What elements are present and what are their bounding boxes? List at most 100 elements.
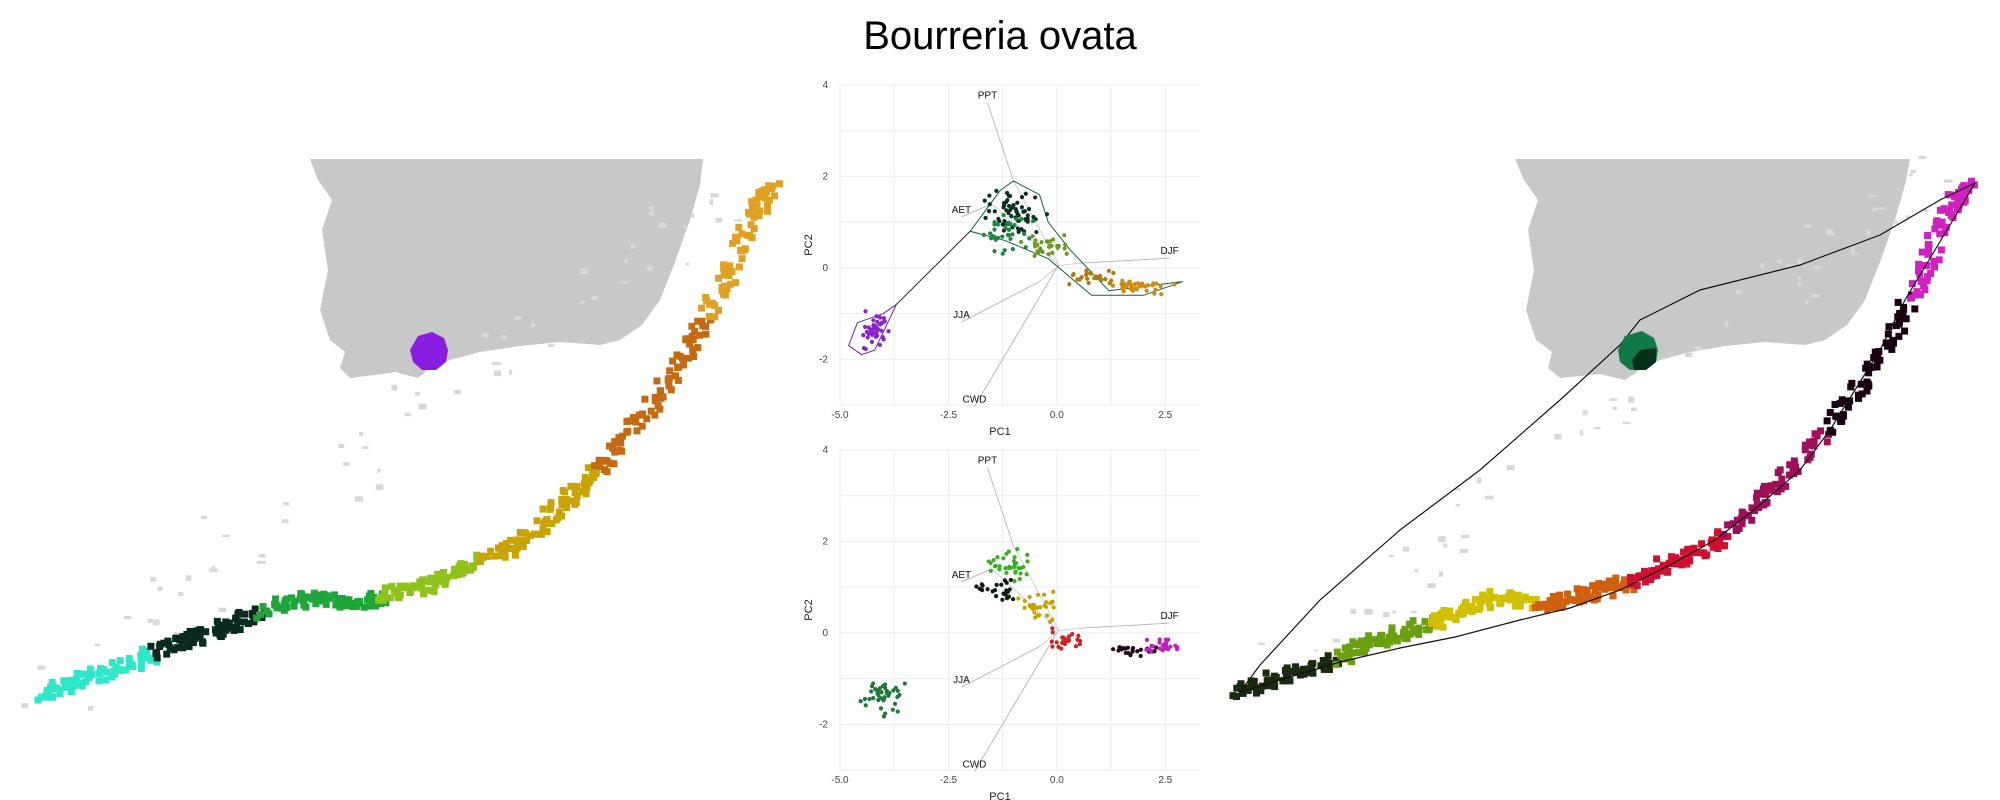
loading-line [1078,622,1170,629]
loading-label: AET [952,205,971,216]
data-point [1067,282,1072,287]
data-point [1151,281,1156,286]
data-point [1094,274,1099,279]
occurrence-pixel [1487,604,1495,612]
occurrence-pixel [1937,246,1945,254]
occurrence-pixel [67,683,75,691]
data-point [1110,283,1116,288]
occurrence-pixel [1595,580,1603,588]
occurrence-pixel [611,448,619,456]
occurrence-pixel [1668,553,1676,561]
occurrence-pixel [63,679,71,687]
occurrence-pixel [573,483,581,491]
y-tick-label: 4 [822,80,828,91]
occurrence-pixel [721,291,729,299]
data-point [995,222,1000,227]
occurrence-pixel [522,536,530,544]
data-point [990,233,995,238]
occurrence-pixel [507,536,515,544]
occurrence-pixel [653,377,661,385]
occurrence-pixel [688,332,696,340]
occurrence-pixel [1698,540,1706,548]
data-point [1157,640,1162,645]
occurrence-pixel [425,586,433,594]
occurrence-pixel [753,200,761,208]
data-point [886,329,891,334]
data-point [993,237,998,242]
occurrence-pixel [1576,598,1584,606]
data-point [1012,223,1017,228]
occurrence-pixel [1512,602,1520,610]
left-island-specks [21,193,743,711]
occurrence-pixel [353,599,361,607]
data-point [1025,559,1030,564]
data-point [1111,647,1116,652]
occurrence-pixel [1709,543,1717,551]
occurrence-pixel [379,596,387,604]
data-point [1006,232,1012,238]
data-point [993,594,999,599]
occurrence-pixel [1871,348,1879,356]
occurrence-pixel [1744,512,1752,520]
left-marker-blob [410,332,448,370]
island-speck [1443,543,1448,548]
island-speck [1579,429,1584,436]
occurrence-pixel [703,297,711,305]
occurrence-pixel [741,245,749,253]
island-speck [509,370,513,375]
occurrence-pixel [225,619,233,627]
loading-line [961,568,993,583]
occurrence-pixel [770,192,778,200]
occurrence-pixel [1758,490,1766,498]
occurrence-pixel [688,322,696,330]
occurrence-pixel [1262,669,1270,677]
occurrence-pixel [1790,457,1798,465]
occurrence-pixel [1832,412,1840,420]
occurrence-pixel [1496,600,1504,608]
occurrence-pixel [441,574,449,582]
occurrence-pixel [1353,640,1361,648]
occurrence-pixel [1476,603,1484,611]
occurrence-pixel [1541,600,1549,608]
occurrence-pixel [1491,593,1499,601]
data-point [988,560,993,565]
occurrence-pixel [366,602,374,610]
occurrence-pixel [706,300,714,308]
data-point [1044,600,1049,605]
occurrence-pixel [283,604,291,612]
island-speck [173,632,179,636]
occurrence-pixel [331,591,339,599]
data-point [1017,576,1022,582]
occurrence-pixel [725,272,733,280]
data-point [1153,287,1158,292]
occurrence-pixel [1911,305,1919,313]
data-point [1125,645,1131,650]
occurrence-pixel [232,614,240,622]
data-point [1002,200,1007,206]
occurrence-pixel [720,271,728,279]
data-point [1106,268,1112,273]
occurrence-pixel [1455,609,1463,617]
occurrence-pixel [1933,217,1941,225]
occurrence-pixel [253,614,261,622]
data-point [1075,277,1080,282]
data-point [1049,599,1055,605]
occurrence-pixel [1738,508,1746,516]
island-speck [481,333,490,338]
data-point [1026,206,1032,212]
occurrence-pixel [685,354,693,362]
occurrence-pixel [610,460,618,468]
data-point [1018,571,1023,576]
occurrence-pixel [1467,606,1475,614]
occurrence-pixel [1556,591,1564,599]
occurrence-pixel [1901,327,1909,335]
occurrence-pixel [1440,606,1448,614]
occurrence-pixel [1865,382,1873,390]
data-point [1035,249,1040,254]
occurrence-pixel [1870,354,1878,362]
occurrence-pixel [1562,597,1570,605]
occurrence-pixel [723,285,731,293]
loading-label: DJF [1160,246,1178,257]
y-tick-label: 0 [822,628,828,639]
occurrence-pixel [1452,616,1460,624]
